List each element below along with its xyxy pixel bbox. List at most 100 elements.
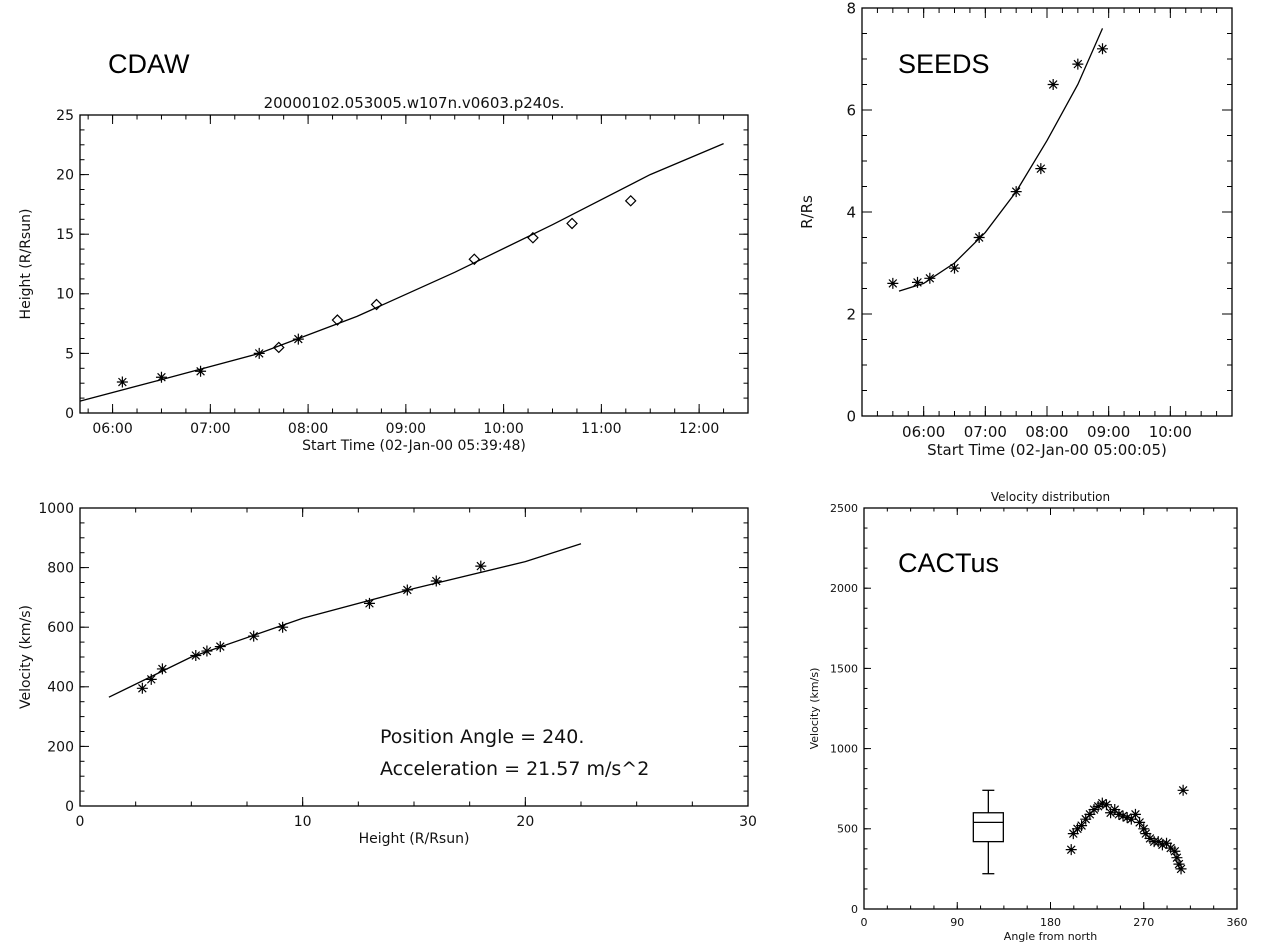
chart-cdaw-velocity: 0 10 20 30 0 200 400 600 800 1000 Height (R/Rsun) V… (18, 501, 757, 847)
data-point-asterisk (1084, 808, 1096, 820)
data-point-asterisk (973, 232, 985, 243)
data-point-asterisk (145, 673, 157, 685)
source-label: CDAW (108, 49, 190, 79)
source-label: CACTus (898, 548, 999, 578)
data-point-asterisk (1134, 816, 1146, 828)
data-point-asterisk (1165, 842, 1177, 854)
x-tick-label: 11:00 (581, 421, 621, 437)
data-point-asterisk (1171, 852, 1183, 864)
data-point-asterisk (1129, 808, 1141, 820)
data-point-diamond (566, 217, 578, 230)
data-point-asterisk (1088, 804, 1100, 816)
data-point-asterisk (1047, 79, 1059, 90)
y-axis-label: Velocity (km/s) (18, 605, 34, 709)
data-point-asterisk (1072, 58, 1084, 70)
y-tick-label: 8 (846, 0, 856, 17)
x-tick-label: 12:00 (679, 421, 719, 437)
y-tick-label: 20 (56, 168, 74, 184)
x-tick-label: 06:00 (92, 421, 132, 437)
data-point-asterisk (1071, 823, 1083, 835)
y-tick-label: 4 (846, 203, 856, 221)
data-point-asterisk (1175, 863, 1187, 875)
x-tick-label: 270 (1133, 916, 1154, 929)
x-tick-label: 20 (516, 814, 534, 830)
data-point-asterisk (195, 365, 207, 377)
data-point-asterisk (1092, 800, 1104, 812)
data-point-diamond (331, 314, 344, 326)
x-tick-label: 0 (76, 814, 85, 830)
data-point-asterisk (430, 575, 442, 587)
data-point-asterisk (1065, 844, 1077, 856)
data-point-asterisk (475, 560, 487, 572)
data-point-asterisk (363, 597, 375, 609)
data-point-asterisk (1173, 858, 1185, 870)
x-axis-label: Height (R/Rsun) (359, 831, 470, 847)
annotation: Position Angle = 240. (380, 726, 584, 748)
x-tick-label: 10:00 (483, 421, 523, 437)
boxplot-box (972, 812, 1004, 843)
fit-line (79, 143, 724, 402)
data-point-asterisk (1169, 845, 1181, 857)
data-point-asterisk (1105, 807, 1117, 819)
y-tick-label: 15 (56, 227, 74, 243)
data-point-diamond (624, 194, 637, 207)
data-point-asterisk (136, 682, 148, 694)
chart-title: 20000102.053005.w107n.v0603.p240s. (264, 94, 565, 112)
data-point-asterisk (1096, 797, 1108, 809)
y-tick-label: 2500 (830, 502, 858, 515)
x-axis-label: Angle from north (1004, 930, 1097, 943)
data-point-diamond (468, 253, 481, 266)
x-tick-label: 07:00 (964, 423, 1007, 441)
x-tick-label: 360 (1227, 916, 1248, 929)
x-tick-label: 09:00 (386, 421, 426, 437)
y-tick-label: 25 (56, 108, 74, 124)
x-tick-label: 0 (861, 916, 868, 929)
y-tick-label: 6 (846, 101, 856, 119)
annotation: Acceleration = 21.57 m/s^2 (380, 758, 649, 780)
x-tick-label: 08:00 (1025, 423, 1068, 441)
y-axis-label: Velocity (km/s) (808, 668, 821, 750)
data-point-diamond (272, 341, 285, 354)
x-axis-label: Start Time (02-Jan-00 05:00:05) (927, 441, 1167, 459)
y-tick-label: 200 (47, 739, 74, 755)
data-point-asterisk (156, 663, 168, 675)
data-point-asterisk (277, 621, 289, 633)
x-tick-label: 09:00 (1087, 423, 1130, 441)
y-tick-label: 0 (851, 903, 858, 916)
data-point-asterisk (1152, 836, 1164, 848)
data-point-asterisk (1144, 832, 1156, 844)
fit-line (108, 543, 582, 698)
y-tick-label: 2000 (830, 582, 858, 595)
data-point-asterisk (155, 371, 167, 383)
source-label: SEEDS (898, 49, 990, 79)
y-tick-label: 600 (47, 620, 74, 636)
x-tick-label: 30 (739, 814, 757, 830)
chart-cdaw-height: 06:00 07:00 08:00 09:00 10:00 11:00 12:00 0 5 10 1… (18, 49, 749, 454)
y-axis-label: Height (R/Rsun) (18, 209, 34, 320)
data-point-asterisk (1140, 828, 1152, 840)
plot-frame (79, 114, 749, 414)
x-tick-label: 07:00 (190, 421, 230, 437)
x-tick-label: 10:00 (1149, 423, 1192, 441)
data-point-asterisk (1080, 813, 1092, 825)
y-axis-label: R/Rs (798, 195, 816, 229)
y-tick-label: 400 (47, 680, 74, 696)
data-point-asterisk (1117, 810, 1129, 822)
data-point-asterisk (1125, 813, 1137, 825)
x-tick-label: 10 (294, 814, 312, 830)
y-tick-label: 0 (65, 799, 74, 815)
y-tick-label: 10 (56, 287, 74, 303)
data-point-asterisk (1076, 820, 1088, 832)
data-point-asterisk (116, 376, 128, 388)
y-tick-label: 500 (837, 823, 858, 836)
data-point-asterisk (1097, 43, 1108, 55)
y-tick-label: 0 (65, 406, 74, 422)
data-point-asterisk (248, 630, 260, 642)
y-tick-label: 800 (47, 561, 74, 577)
data-point-asterisk (1156, 839, 1168, 851)
x-tick-label: 06:00 (902, 423, 945, 441)
x-tick-label: 180 (1040, 916, 1061, 929)
data-point-asterisk (1067, 828, 1079, 840)
data-point-diamond (370, 298, 383, 311)
x-axis-label: Start Time (02-Jan-00 05:39:48) (302, 438, 526, 454)
